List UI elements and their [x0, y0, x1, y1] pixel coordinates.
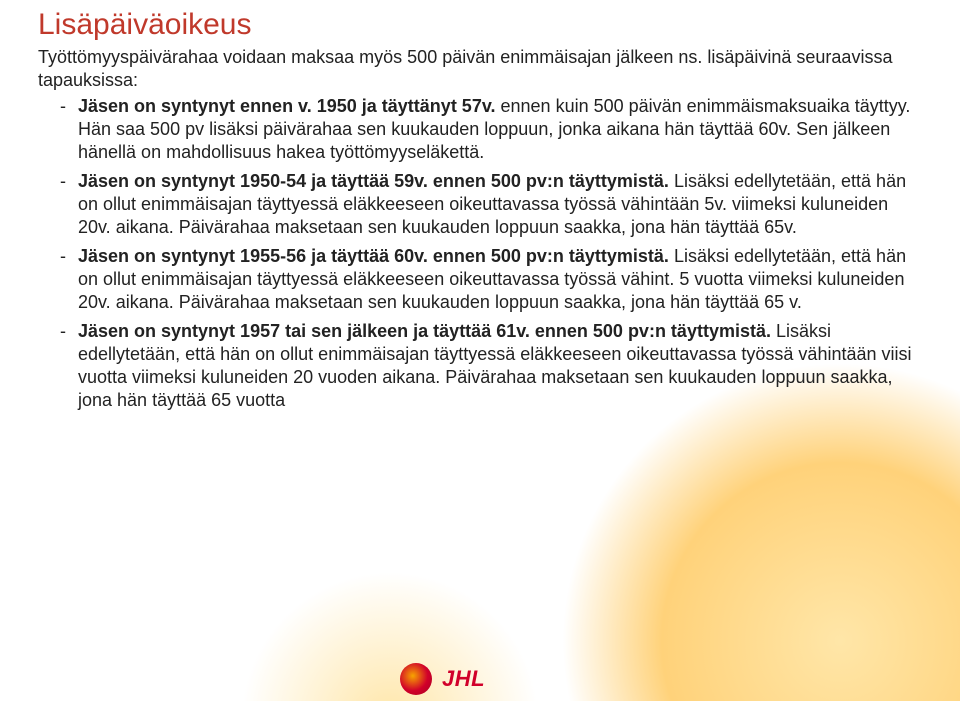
list-item: Jäsen on syntynyt ennen v. 1950 ja täytt…	[60, 95, 922, 164]
logo-dot-icon	[400, 663, 432, 695]
list-item: Jäsen on syntynyt 1955-56 ja täyttää 60v…	[60, 245, 922, 314]
list-item: Jäsen on syntynyt 1957 tai sen jälkeen j…	[60, 320, 922, 412]
jhl-logo: JHL	[400, 663, 485, 695]
lead-paragraph: Työttömyyspäivärahaa voidaan maksaa myös…	[38, 46, 922, 91]
list-item-bold: Jäsen on syntynyt 1950-54 ja täyttää 59v…	[78, 171, 669, 191]
background-blob-left	[240, 571, 540, 701]
page-title: Lisäpäiväoikeus	[38, 8, 922, 42]
list-item-bold: Jäsen on syntynyt 1957 tai sen jälkeen j…	[78, 321, 771, 341]
logo-text: JHL	[442, 666, 485, 692]
slide-content: Lisäpäiväoikeus Työttömyyspäivärahaa voi…	[0, 0, 960, 412]
list-item: Jäsen on syntynyt 1950-54 ja täyttää 59v…	[60, 170, 922, 239]
list-item-bold: Jäsen on syntynyt 1955-56 ja täyttää 60v…	[78, 246, 669, 266]
list-item-bold: Jäsen on syntynyt ennen v. 1950 ja täytt…	[78, 96, 496, 116]
bullet-list: Jäsen on syntynyt ennen v. 1950 ja täytt…	[38, 95, 922, 412]
